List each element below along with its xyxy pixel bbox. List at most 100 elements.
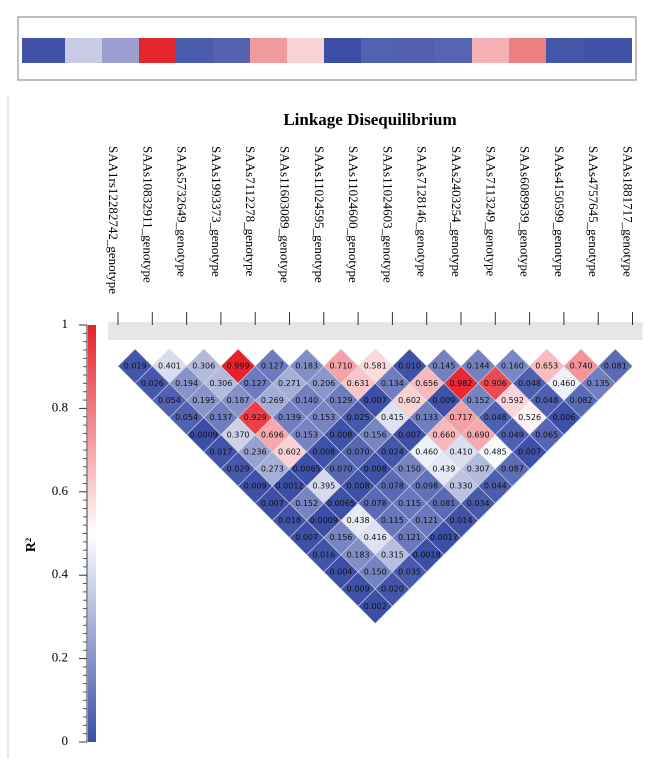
ld-value: 0.070 bbox=[347, 447, 370, 456]
ld-value: 0.160 bbox=[501, 362, 524, 371]
ld-value: 0.653 bbox=[535, 362, 558, 371]
ld-value: 0.401 bbox=[158, 362, 181, 371]
ld-value: 0.145 bbox=[432, 362, 455, 371]
ld-value: 0.127 bbox=[244, 379, 267, 388]
overview-segment bbox=[472, 38, 509, 63]
ld-value: 0.020 bbox=[381, 585, 404, 594]
ld-value: 0.139 bbox=[278, 413, 301, 422]
ld-value: 0.115 bbox=[381, 516, 404, 525]
ld-value: 0.007 bbox=[364, 396, 387, 405]
overview-segment bbox=[361, 38, 398, 63]
triangle-header bbox=[108, 322, 643, 340]
ld-value: 0.0018 bbox=[413, 550, 441, 559]
marker-label: SAAs6089939_genotype bbox=[518, 146, 533, 277]
ld-value: 0.152 bbox=[295, 499, 318, 508]
marker-label: SAAs7113249_genotype bbox=[483, 146, 498, 276]
ld-value: 0.690 bbox=[467, 430, 490, 439]
ld-value: 0.144 bbox=[467, 362, 490, 371]
ld-value: 0.710 bbox=[329, 362, 352, 371]
ld-value: 0.306 bbox=[209, 379, 232, 388]
marker-label: SAAs11603089_genotype bbox=[278, 146, 293, 283]
ld-value: 0.048 bbox=[484, 413, 507, 422]
ld-value: 0.081 bbox=[604, 362, 627, 371]
y-tick-label: 0.6 bbox=[52, 483, 69, 498]
ld-value: 0.135 bbox=[587, 379, 610, 388]
ld-value: 0.065 bbox=[535, 430, 558, 439]
ld-value: 0.150 bbox=[398, 465, 421, 474]
ld-value: 0.025 bbox=[347, 413, 370, 422]
marker-label: SAAs1993373_genotype bbox=[209, 146, 224, 277]
ld-value: 0.009 bbox=[432, 396, 455, 405]
ld-value: 0.717 bbox=[450, 413, 473, 422]
marker-label: SAAs1881717_genotype bbox=[621, 146, 636, 277]
ld-value: 0.054 bbox=[175, 413, 198, 422]
overview-segment bbox=[546, 38, 583, 63]
ld-value: 0.029 bbox=[227, 465, 250, 474]
ld-value: 0.696 bbox=[261, 430, 284, 439]
ld-value: 0.137 bbox=[209, 413, 232, 422]
ld-value: 0.140 bbox=[295, 396, 318, 405]
ld-value: 0.0012 bbox=[276, 482, 304, 491]
ld-value: 0.485 bbox=[484, 447, 507, 456]
overview-segment bbox=[583, 38, 632, 63]
ld-value: 0.460 bbox=[552, 379, 575, 388]
chart-title: Linkage Disequilibrium bbox=[283, 110, 456, 129]
ld-value: 0.273 bbox=[261, 465, 284, 474]
overview-segment bbox=[22, 38, 65, 63]
ld-value: 0.656 bbox=[415, 379, 438, 388]
ld-value: 0.034 bbox=[467, 499, 490, 508]
ld-value: 0.269 bbox=[261, 396, 284, 405]
colorbar-label: R² bbox=[24, 538, 39, 552]
ld-value: 0.526 bbox=[518, 413, 541, 422]
ld-value: 0.581 bbox=[364, 362, 387, 371]
ld-value: 0.134 bbox=[381, 379, 404, 388]
ld-value: 0.194 bbox=[175, 379, 198, 388]
ld-value: 0.460 bbox=[415, 447, 438, 456]
overview-segment bbox=[509, 38, 546, 63]
ld-value: 0.082 bbox=[570, 396, 593, 405]
ld-value: 0.016 bbox=[312, 550, 335, 559]
ld-value: 0.315 bbox=[381, 550, 404, 559]
ld-value: 0.306 bbox=[192, 362, 215, 371]
ld-value: 0.017 bbox=[209, 447, 232, 456]
ld-value: 0.098 bbox=[415, 482, 438, 491]
ld-value: 0.070 bbox=[329, 465, 352, 474]
ld-value: 0.929 bbox=[244, 413, 267, 422]
ld-value: 0.044 bbox=[484, 482, 507, 491]
ld-value: 0.007 bbox=[295, 533, 318, 542]
ld-value: 0.152 bbox=[467, 396, 490, 405]
ld-value: 0.395 bbox=[312, 482, 335, 491]
ld-value: 0.602 bbox=[398, 396, 421, 405]
ld-value: 0.271 bbox=[278, 379, 301, 388]
overview-segment bbox=[250, 38, 287, 63]
ld-value: 0.008 bbox=[312, 447, 335, 456]
ld-value: 0.048 bbox=[535, 396, 558, 405]
ld-value: 0.206 bbox=[312, 379, 335, 388]
ld-value: 0.150 bbox=[364, 567, 387, 576]
ld-value: 0.078 bbox=[381, 482, 404, 491]
ld-value: 0.0009 bbox=[190, 430, 218, 439]
marker-label: SAAs11024595_genotype bbox=[312, 146, 327, 283]
overview-segment bbox=[65, 38, 102, 63]
marker-label: SAAs11024600_genotype bbox=[346, 146, 361, 283]
ld-value: 0.008 bbox=[364, 465, 387, 474]
ld-value: 0.035 bbox=[398, 567, 421, 576]
ld-value: 0.007 bbox=[398, 430, 421, 439]
ld-value: 0.054 bbox=[158, 396, 181, 405]
ld-value: 0.009 bbox=[244, 482, 267, 491]
ld-value: 0.019 bbox=[124, 362, 147, 371]
marker-label: SAAs5732649_genotype bbox=[175, 146, 190, 277]
ld-value: 0.236 bbox=[244, 447, 267, 456]
ld-value: 0.330 bbox=[450, 482, 473, 491]
ld-value: 0.078 bbox=[364, 499, 387, 508]
ld-value: 0.631 bbox=[347, 379, 370, 388]
ld-cell bbox=[357, 588, 393, 624]
ld-value: 0.129 bbox=[329, 396, 352, 405]
y-tick-label: 0.4 bbox=[52, 566, 69, 581]
ld-value: 0.0017 bbox=[430, 533, 458, 542]
ld-value: 0.153 bbox=[312, 413, 335, 422]
ld-value: 0.008 bbox=[329, 430, 352, 439]
overview-segment bbox=[398, 38, 435, 63]
